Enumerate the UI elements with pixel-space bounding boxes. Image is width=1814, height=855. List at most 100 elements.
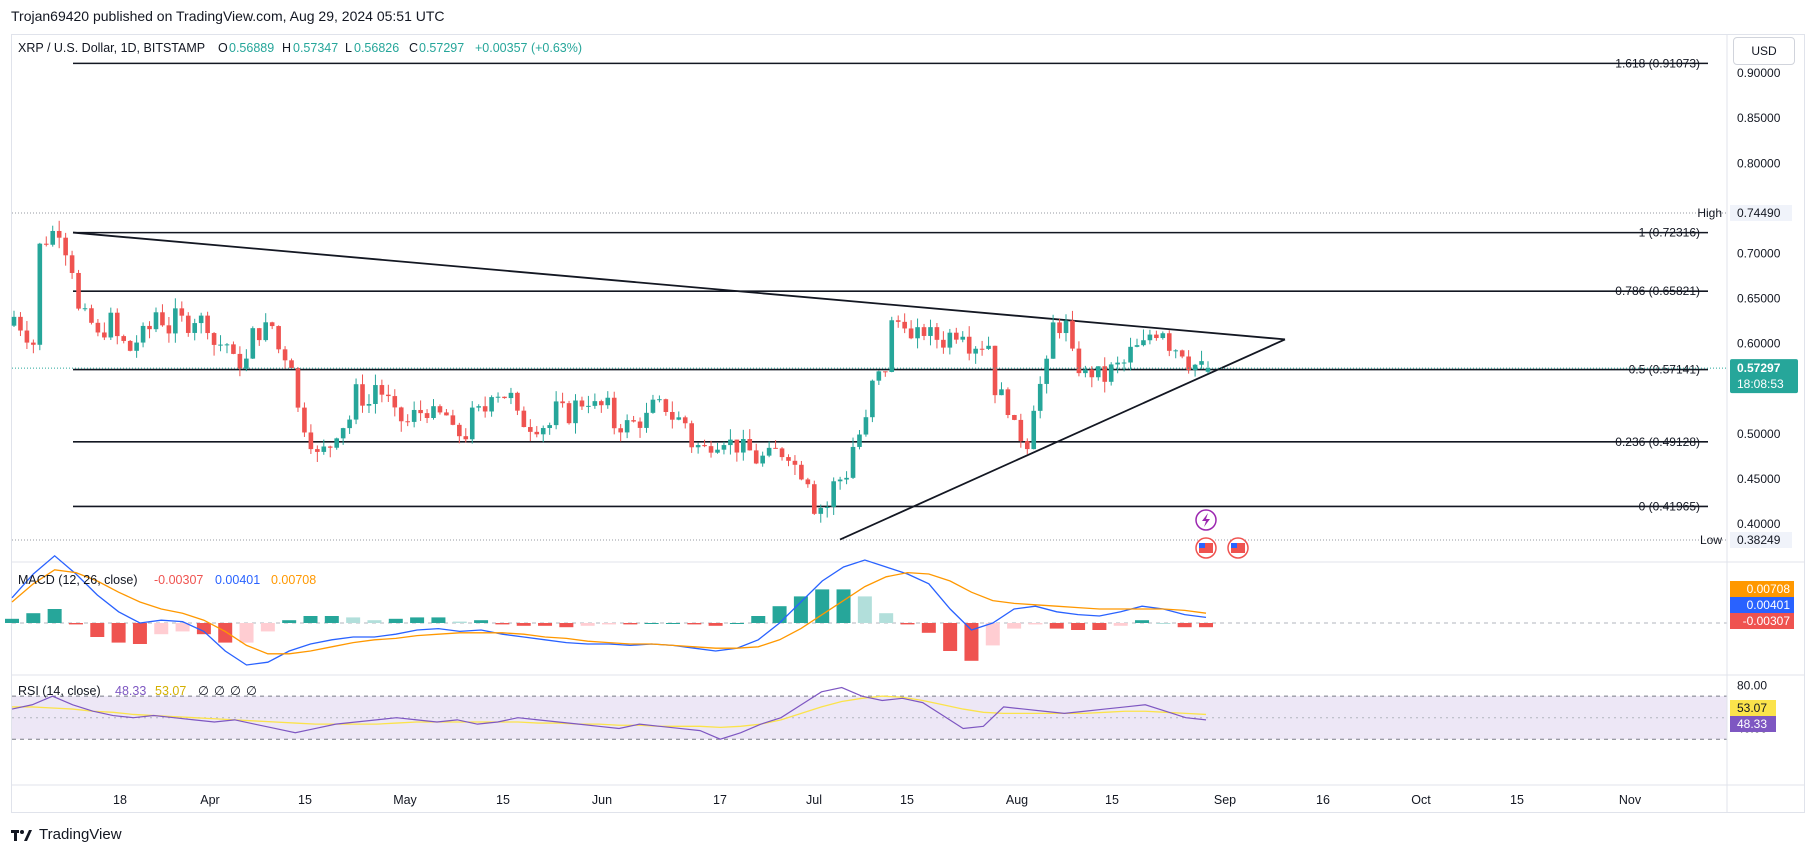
time-tick-label: 15 [1105, 793, 1119, 807]
candle-body [295, 368, 301, 408]
macd-axis-tag [1730, 581, 1794, 597]
macd-histogram-bar [474, 620, 489, 623]
macd-histogram-bar [495, 623, 510, 625]
candle-body [1089, 369, 1095, 378]
candle-body [773, 447, 778, 449]
candle [386, 384, 391, 402]
candle-body [540, 428, 546, 435]
candle-body [986, 345, 991, 349]
candle [508, 387, 514, 405]
candle [160, 304, 165, 327]
candle-body [902, 321, 907, 329]
candle-body [392, 396, 398, 408]
macd-histogram-bar [772, 606, 787, 623]
candle [56, 220, 62, 249]
macd-histogram-bar [90, 623, 105, 637]
us-flag-icon[interactable] [1227, 537, 1249, 559]
macd-histogram-bar [154, 623, 169, 635]
candle [779, 447, 785, 461]
candle [244, 349, 249, 372]
candle [340, 427, 346, 445]
candle [818, 504, 824, 523]
candle [908, 320, 914, 340]
price-tick-label: 0.90000 [1737, 66, 1781, 80]
candle [495, 392, 501, 403]
candle [521, 406, 527, 428]
macd-histogram-bar [580, 623, 595, 626]
macd-histogram-bar [729, 623, 744, 624]
candle-body [876, 371, 882, 381]
time-tick-label: 16 [1316, 793, 1330, 807]
candle [611, 391, 617, 435]
svg-text:H: H [282, 41, 291, 55]
candle [250, 326, 256, 360]
flash-icon[interactable] [1195, 509, 1217, 531]
candle [1108, 362, 1114, 386]
candle [166, 317, 172, 343]
fib-level-label: 0.5 (0.57141) [1629, 363, 1700, 377]
candle [579, 396, 585, 410]
rsi-legend[interactable]: RSI (14, close) 48.33 53.07 ∅ ∅ ∅ ∅ [18, 684, 257, 698]
candle [411, 401, 417, 428]
candle [599, 399, 604, 413]
candle-body [173, 308, 178, 334]
candle-body [102, 332, 107, 338]
candle [966, 326, 972, 361]
currency-button[interactable]: USD [1733, 37, 1795, 65]
candle [928, 319, 933, 346]
candle [895, 315, 901, 328]
candle [450, 409, 456, 426]
candle [540, 425, 546, 443]
time-tick-label: Oct [1411, 793, 1431, 807]
candle [986, 336, 991, 350]
candle [618, 423, 623, 442]
candle [702, 439, 707, 448]
price-tick-label: 0.80000 [1737, 156, 1781, 170]
candle [444, 409, 449, 416]
time-tick-label: 18 [113, 793, 127, 807]
time-tick-label: Nov [1619, 793, 1642, 807]
candle-body [611, 397, 617, 429]
candle [1018, 413, 1024, 448]
candle [1141, 329, 1146, 347]
macd-histogram-bar [431, 617, 446, 623]
candle-body [676, 417, 682, 420]
macd-legend[interactable]: MACD (12, 26, close) -0.00307 0.00401 0.… [18, 573, 316, 587]
candle [173, 298, 178, 343]
candle-body [1057, 322, 1062, 334]
candle-body [398, 407, 404, 422]
candle-body [1173, 350, 1179, 352]
candle [431, 399, 436, 420]
candle [102, 322, 107, 341]
candle-body [818, 507, 824, 514]
svg-text:∅: ∅ [230, 684, 241, 698]
candle-body [908, 328, 914, 339]
candle [424, 409, 430, 424]
candle [773, 440, 778, 449]
rsi-value: 48.33 [1737, 717, 1767, 731]
candle [482, 396, 488, 418]
candle [863, 409, 869, 437]
candle [1063, 314, 1069, 342]
candle-body [599, 401, 604, 406]
candle-body [50, 230, 56, 245]
candle-body [966, 336, 972, 354]
us-flag-icon[interactable] [1195, 537, 1217, 559]
candle-body [637, 421, 643, 428]
rsi-ma-value: 53.07 [1737, 701, 1767, 715]
svg-text:∅: ∅ [246, 684, 257, 698]
candle [786, 454, 791, 467]
candle-body [1205, 368, 1211, 372]
candle [24, 321, 30, 349]
candle-body [721, 445, 727, 450]
symbol-title[interactable]: XRP / U.S. Dollar, 1D, BITSTAMP [18, 41, 205, 55]
candle [1186, 350, 1191, 374]
price-tick-label: 0.60000 [1737, 337, 1781, 351]
candle-body [463, 436, 469, 440]
candle [347, 415, 352, 434]
candle [947, 328, 953, 355]
low-tag [1730, 532, 1792, 548]
candle [114, 308, 120, 345]
tradingview-logo[interactable]: TradingView [11, 826, 122, 843]
